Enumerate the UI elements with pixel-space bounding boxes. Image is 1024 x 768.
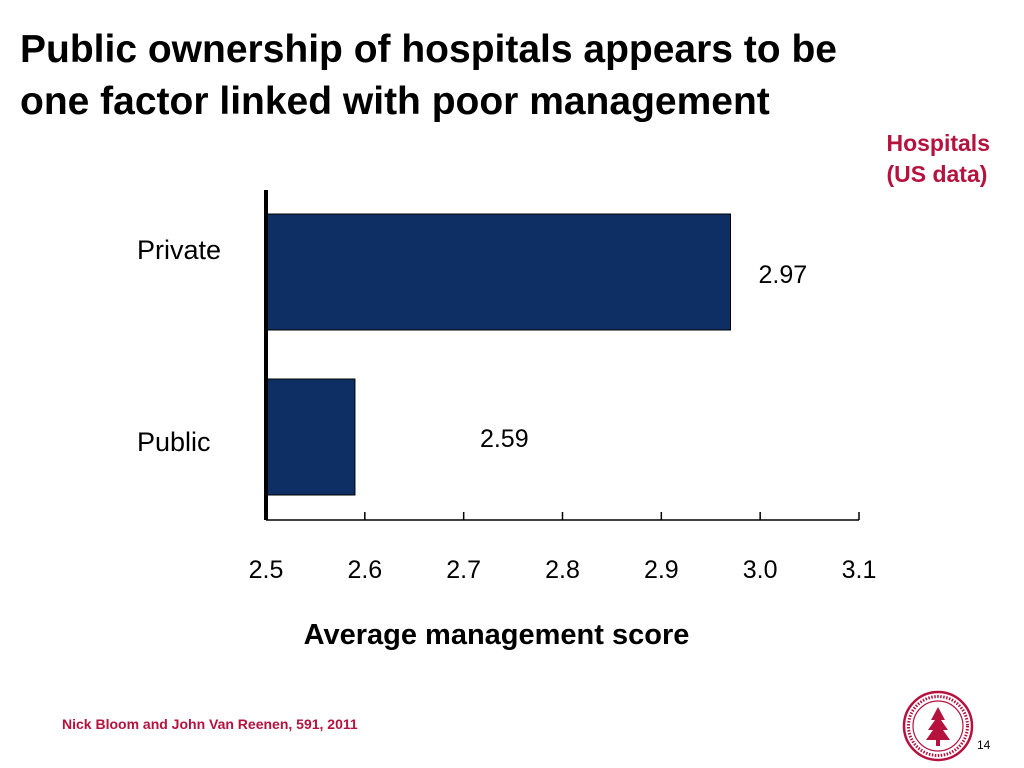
x-tick-label: 2.9 [644,556,679,584]
page-number: 14 [977,738,991,752]
x-tick-label: 2.8 [545,556,580,584]
x-tick-label: 3.0 [743,556,778,584]
subtitle-line: Hospitals [886,130,990,156]
x-tick-label: 3.1 [842,556,877,584]
data-label: 2.59 [480,425,529,453]
slide-title-line: Public ownership of hospitals appears to… [20,28,837,71]
x-tick-label: 2.5 [249,556,284,584]
x-axis-title: Average management score [304,619,690,651]
x-tick-label: 2.7 [446,556,481,584]
slide-title: Public ownership of hospitals appears to… [20,24,1000,128]
category-label: Private [137,235,221,265]
chart-subtitle: Hospitals (US data) [886,128,990,190]
data-label: 2.97 [759,261,808,289]
university-seal-icon [902,690,974,762]
slide-title-line: one factor linked with poor management [20,80,770,123]
bar-private [265,213,732,331]
footer-credit: Nick Bloom and John Van Reenen, 591, 201… [62,716,358,732]
subtitle-line: (US data) [886,161,988,187]
category-label: Public [137,427,211,457]
x-tick-label: 2.6 [347,556,382,584]
bar-public [265,378,356,496]
